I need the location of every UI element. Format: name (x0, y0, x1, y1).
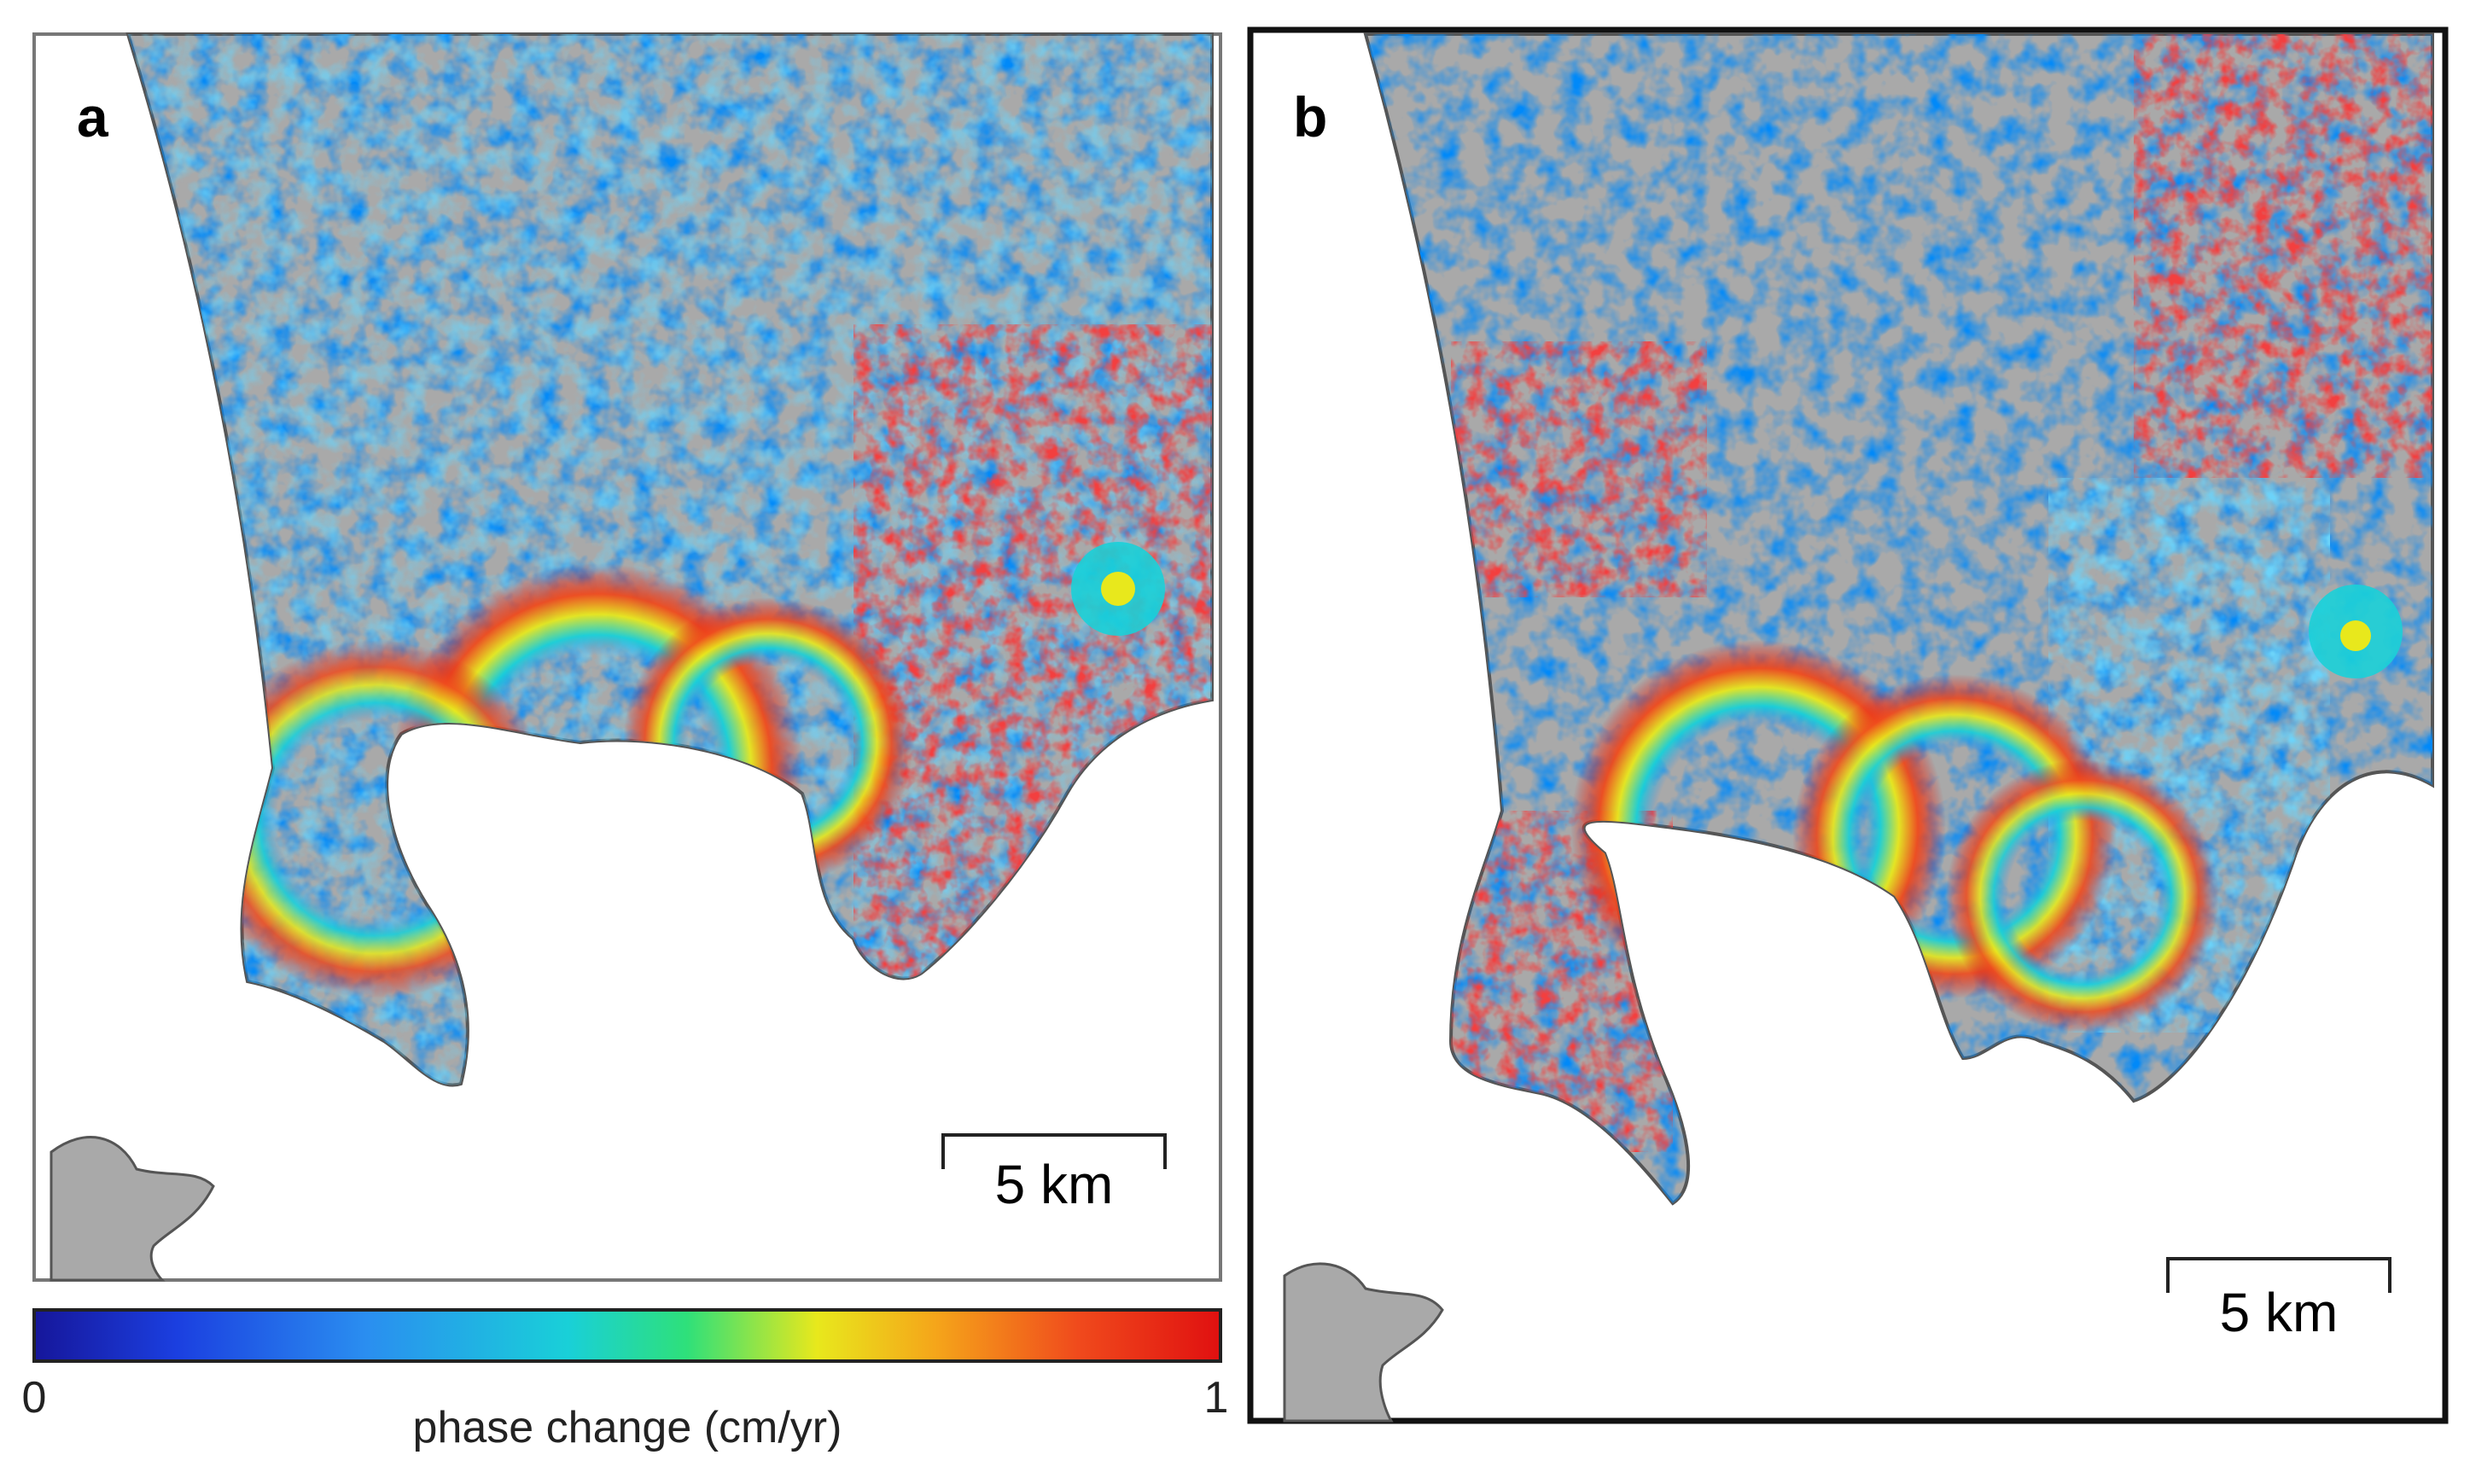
colorbar: 0 1 phase change (cm/yr) (22, 1308, 1229, 1452)
panel-b-scalebar: 5 km (2166, 1257, 2391, 1343)
panel-b-scalebar-label: 5 km (2220, 1282, 2339, 1343)
panel-a-inset-land (50, 1136, 215, 1282)
colorbar-title: phase change (cm/yr) (413, 1403, 842, 1452)
panel-a-scalebar: 5 km (941, 1133, 1167, 1215)
panel-a-label: a (77, 85, 109, 148)
colorbar-ramp (32, 1308, 1222, 1363)
panel-b: b 5 km (1247, 26, 2449, 1424)
panel-b-inset-land (1283, 1262, 1444, 1423)
panel-a-scalebar-label: 5 km (995, 1154, 1114, 1215)
colorbar-min-label: 0 (22, 1373, 47, 1423)
panel-a: a 5 km (32, 32, 1222, 1282)
colorbar-max-label: 1 (1204, 1373, 1229, 1423)
panel-b-label: b (1293, 85, 1327, 148)
